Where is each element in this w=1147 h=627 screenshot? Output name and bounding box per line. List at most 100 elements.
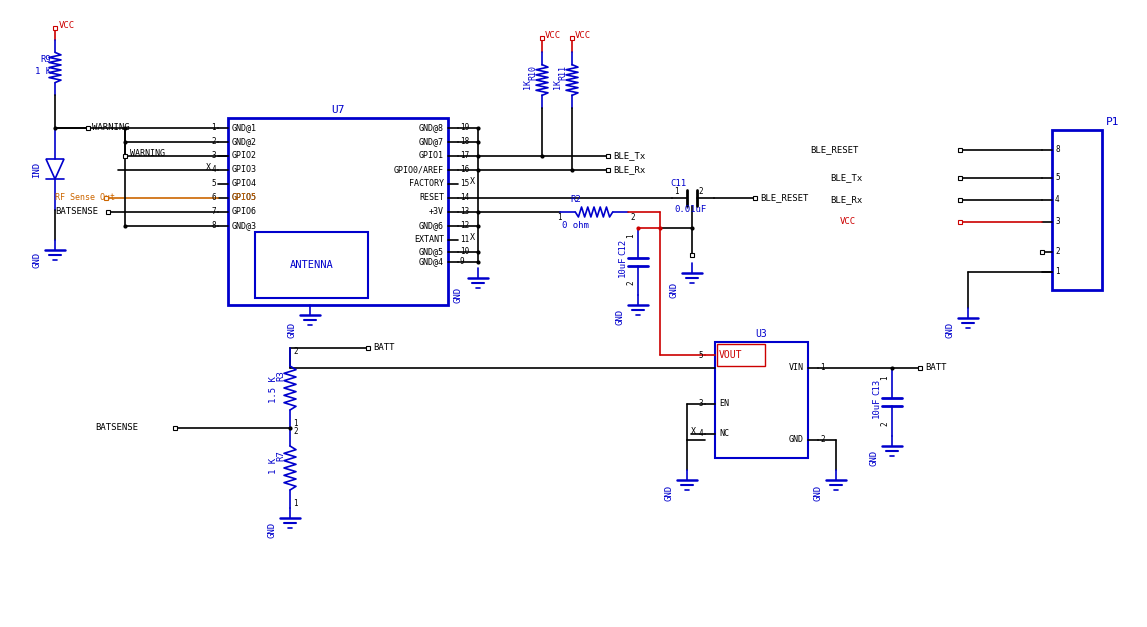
Text: 2: 2 [626,281,635,285]
Text: GND: GND [267,522,276,538]
Bar [717,344,765,366]
Text: BATSENSE: BATSENSE [55,208,97,216]
Text: 4: 4 [1055,196,1060,204]
Bar [366,346,370,350]
Text: 5: 5 [211,179,216,189]
Text: GND: GND [664,485,673,501]
Bar [106,210,110,214]
Text: 2: 2 [211,137,216,147]
Text: 1: 1 [880,376,889,381]
Text: 10uF: 10uF [872,396,881,418]
Text: ANTENNA: ANTENNA [290,260,334,270]
Text: R7: R7 [276,451,284,461]
Text: 15: 15 [460,179,469,189]
Text: 4: 4 [699,429,703,438]
Text: C13: C13 [872,379,881,395]
Text: GPIO1: GPIO1 [419,152,444,161]
Bar [228,118,448,305]
Text: GND@4: GND@4 [419,258,444,266]
Text: GND: GND [813,485,822,501]
Text: BLE_Tx: BLE_Tx [612,152,646,161]
Text: VCC: VCC [840,218,856,226]
Text: 2: 2 [292,347,297,356]
Text: GND@8: GND@8 [419,124,444,132]
Text: 10: 10 [460,248,469,256]
Text: 6: 6 [211,194,216,203]
Text: GPIO5: GPIO5 [232,194,257,203]
Text: BATSENSE: BATSENSE [95,423,138,433]
Text: R2: R2 [570,194,580,204]
Text: P1: P1 [1106,117,1119,127]
Text: GPIO0/AREF: GPIO0/AREF [395,166,444,174]
Text: 2: 2 [630,214,634,223]
Text: 1 K: 1 K [270,458,278,474]
Text: X: X [206,162,211,172]
Bar [53,26,57,30]
Text: 1K: 1K [553,79,562,89]
Text: EXTANT: EXTANT [414,236,444,245]
Text: GND@2: GND@2 [232,137,257,147]
Text: 2: 2 [699,186,703,196]
Text: 8: 8 [211,221,216,231]
Text: BLE_Tx: BLE_Tx [830,174,863,182]
Text: 2: 2 [1055,248,1060,256]
Text: X: X [690,426,696,436]
Bar [606,168,610,172]
Text: VIN: VIN [789,364,804,372]
Text: 2: 2 [880,422,889,426]
Text: 0.01uF: 0.01uF [674,204,707,214]
Bar [690,253,694,257]
Bar [918,366,922,370]
Text: 1 K: 1 K [34,68,50,76]
Text: GND: GND [453,287,462,303]
Text: 9: 9 [460,258,465,266]
Text: 12: 12 [460,221,469,231]
Text: FACTORY: FACTORY [409,179,444,189]
Bar [86,126,89,130]
Text: GND@3: GND@3 [232,221,257,231]
Text: 3: 3 [211,152,216,161]
Text: GND: GND [670,282,679,298]
Text: 8: 8 [1055,145,1060,154]
Text: 1: 1 [1055,268,1060,277]
Text: EN: EN [719,399,729,409]
Text: 1K: 1K [523,79,532,89]
Text: GND: GND [288,322,297,338]
Text: NC: NC [719,429,729,438]
Text: R11: R11 [557,65,567,80]
Text: 16: 16 [460,166,469,174]
Text: GND@7: GND@7 [419,137,444,147]
Bar [606,154,610,158]
Text: C12: C12 [618,238,627,255]
Text: VCC: VCC [545,31,561,41]
Text: GND: GND [869,450,879,466]
Bar [540,36,544,40]
Text: X: X [470,176,475,186]
Text: 11: 11 [460,236,469,245]
Text: GND@1: GND@1 [232,124,257,132]
Text: 14: 14 [460,194,469,203]
Bar [104,196,108,200]
Text: BATT: BATT [924,364,946,372]
Bar [255,232,368,298]
Text: WARNING: WARNING [130,149,165,159]
Text: 1: 1 [557,214,562,223]
Bar [715,342,807,458]
Bar [958,198,962,202]
Bar [570,36,574,40]
Text: 18: 18 [460,137,469,147]
Text: GND@5: GND@5 [419,248,444,256]
Text: +3V: +3V [429,208,444,216]
Text: VOUT: VOUT [719,350,742,360]
Text: GPIO6: GPIO6 [232,208,257,216]
Bar [1052,130,1102,290]
Text: 10uF: 10uF [618,256,627,277]
Text: R10: R10 [528,65,537,80]
Text: R3: R3 [276,371,284,381]
Text: 7: 7 [211,208,216,216]
Text: WARNING: WARNING [92,124,130,132]
Text: GPIO3: GPIO3 [232,166,257,174]
Text: GPIO5: GPIO5 [232,194,257,203]
Text: X: X [470,233,475,241]
Text: BLE_RESET: BLE_RESET [810,145,858,154]
